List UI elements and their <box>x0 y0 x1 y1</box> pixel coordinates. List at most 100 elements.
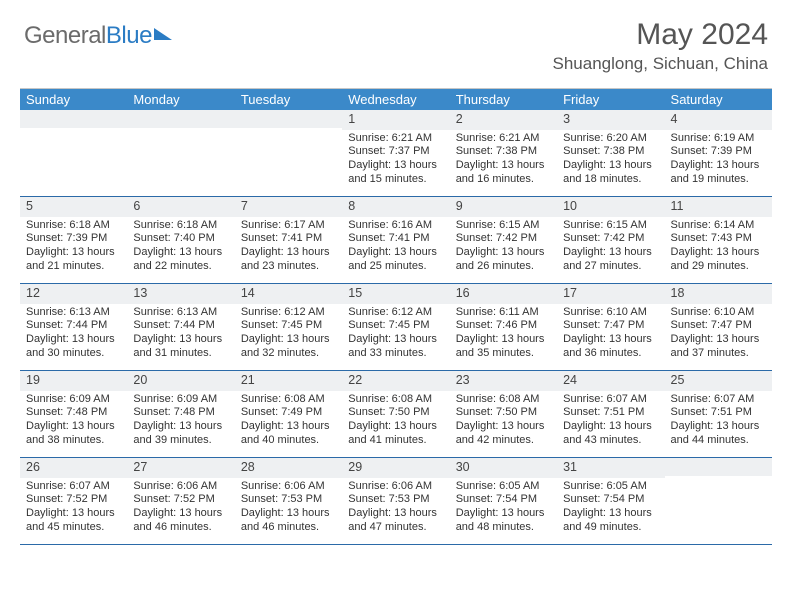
day-body: Sunrise: 6:20 AMSunset: 7:38 PMDaylight:… <box>557 130 664 191</box>
day-number: 13 <box>127 284 234 304</box>
day-body: Sunrise: 6:10 AMSunset: 7:47 PMDaylight:… <box>557 304 664 365</box>
day-body: Sunrise: 6:08 AMSunset: 7:49 PMDaylight:… <box>235 391 342 452</box>
sunset-line: Sunset: 7:43 PM <box>671 232 766 246</box>
dow-cell: Friday <box>557 89 664 110</box>
day-cell: 2Sunrise: 6:21 AMSunset: 7:38 PMDaylight… <box>450 110 557 196</box>
day-body: Sunrise: 6:09 AMSunset: 7:48 PMDaylight:… <box>20 391 127 452</box>
logo-sail-icon <box>154 28 172 40</box>
sunset-line: Sunset: 7:50 PM <box>348 406 443 420</box>
daylight-line: Daylight: 13 hours and 22 minutes. <box>133 246 228 274</box>
sunset-line: Sunset: 7:48 PM <box>133 406 228 420</box>
day-cell: 3Sunrise: 6:20 AMSunset: 7:38 PMDaylight… <box>557 110 664 196</box>
dow-cell: Tuesday <box>235 89 342 110</box>
sunset-line: Sunset: 7:48 PM <box>26 406 121 420</box>
day-of-week-row: SundayMondayTuesdayWednesdayThursdayFrid… <box>20 89 772 110</box>
sunrise-line: Sunrise: 6:21 AM <box>348 132 443 146</box>
sunset-line: Sunset: 7:42 PM <box>563 232 658 246</box>
sunset-line: Sunset: 7:42 PM <box>456 232 551 246</box>
page-title: May 2024 <box>553 18 769 52</box>
day-cell: 10Sunrise: 6:15 AMSunset: 7:42 PMDayligh… <box>557 197 664 283</box>
sunset-line: Sunset: 7:52 PM <box>133 493 228 507</box>
sunrise-line: Sunrise: 6:08 AM <box>241 393 336 407</box>
day-cell: 1Sunrise: 6:21 AMSunset: 7:37 PMDaylight… <box>342 110 449 196</box>
sunrise-line: Sunrise: 6:21 AM <box>456 132 551 146</box>
day-body: Sunrise: 6:21 AMSunset: 7:38 PMDaylight:… <box>450 130 557 191</box>
day-cell: 9Sunrise: 6:15 AMSunset: 7:42 PMDaylight… <box>450 197 557 283</box>
logo-text-b: Blue <box>106 22 152 49</box>
day-cell: 6Sunrise: 6:18 AMSunset: 7:40 PMDaylight… <box>127 197 234 283</box>
sunrise-line: Sunrise: 6:05 AM <box>563 480 658 494</box>
day-cell <box>127 110 234 196</box>
day-cell: 15Sunrise: 6:12 AMSunset: 7:45 PMDayligh… <box>342 284 449 370</box>
daylight-line: Daylight: 13 hours and 31 minutes. <box>133 333 228 361</box>
sunrise-line: Sunrise: 6:08 AM <box>348 393 443 407</box>
day-number: 9 <box>450 197 557 217</box>
day-number: 21 <box>235 371 342 391</box>
daylight-line: Daylight: 13 hours and 46 minutes. <box>241 507 336 535</box>
sunset-line: Sunset: 7:53 PM <box>241 493 336 507</box>
sunset-line: Sunset: 7:54 PM <box>563 493 658 507</box>
sunrise-line: Sunrise: 6:20 AM <box>563 132 658 146</box>
day-number <box>235 110 342 128</box>
week-row: 12Sunrise: 6:13 AMSunset: 7:44 PMDayligh… <box>20 284 772 371</box>
week-row: 1Sunrise: 6:21 AMSunset: 7:37 PMDaylight… <box>20 110 772 197</box>
day-number: 11 <box>665 197 772 217</box>
day-number: 6 <box>127 197 234 217</box>
day-cell: 7Sunrise: 6:17 AMSunset: 7:41 PMDaylight… <box>235 197 342 283</box>
sunset-line: Sunset: 7:39 PM <box>26 232 121 246</box>
day-cell: 29Sunrise: 6:06 AMSunset: 7:53 PMDayligh… <box>342 458 449 544</box>
day-cell: 5Sunrise: 6:18 AMSunset: 7:39 PMDaylight… <box>20 197 127 283</box>
week-row: 19Sunrise: 6:09 AMSunset: 7:48 PMDayligh… <box>20 371 772 458</box>
week-row: 26Sunrise: 6:07 AMSunset: 7:52 PMDayligh… <box>20 458 772 545</box>
daylight-line: Daylight: 13 hours and 35 minutes. <box>456 333 551 361</box>
day-cell: 13Sunrise: 6:13 AMSunset: 7:44 PMDayligh… <box>127 284 234 370</box>
day-number: 2 <box>450 110 557 130</box>
day-body: Sunrise: 6:12 AMSunset: 7:45 PMDaylight:… <box>342 304 449 365</box>
day-number: 10 <box>557 197 664 217</box>
sunrise-line: Sunrise: 6:10 AM <box>563 306 658 320</box>
sunset-line: Sunset: 7:46 PM <box>456 319 551 333</box>
sunset-line: Sunset: 7:41 PM <box>348 232 443 246</box>
sunset-line: Sunset: 7:45 PM <box>348 319 443 333</box>
day-number: 15 <box>342 284 449 304</box>
calendar: SundayMondayTuesdayWednesdayThursdayFrid… <box>20 88 772 545</box>
day-number: 8 <box>342 197 449 217</box>
day-body: Sunrise: 6:11 AMSunset: 7:46 PMDaylight:… <box>450 304 557 365</box>
day-number: 27 <box>127 458 234 478</box>
day-cell <box>235 110 342 196</box>
daylight-line: Daylight: 13 hours and 38 minutes. <box>26 420 121 448</box>
daylight-line: Daylight: 13 hours and 16 minutes. <box>456 159 551 187</box>
daylight-line: Daylight: 13 hours and 25 minutes. <box>348 246 443 274</box>
daylight-line: Daylight: 13 hours and 29 minutes. <box>671 246 766 274</box>
day-body: Sunrise: 6:19 AMSunset: 7:39 PMDaylight:… <box>665 130 772 191</box>
sunset-line: Sunset: 7:53 PM <box>348 493 443 507</box>
day-number: 5 <box>20 197 127 217</box>
sunset-line: Sunset: 7:45 PM <box>241 319 336 333</box>
sunrise-line: Sunrise: 6:19 AM <box>671 132 766 146</box>
sunrise-line: Sunrise: 6:15 AM <box>456 219 551 233</box>
day-body: Sunrise: 6:06 AMSunset: 7:52 PMDaylight:… <box>127 478 234 539</box>
day-cell: 11Sunrise: 6:14 AMSunset: 7:43 PMDayligh… <box>665 197 772 283</box>
day-cell: 12Sunrise: 6:13 AMSunset: 7:44 PMDayligh… <box>20 284 127 370</box>
weeks-container: 1Sunrise: 6:21 AMSunset: 7:37 PMDaylight… <box>20 110 772 545</box>
day-number: 3 <box>557 110 664 130</box>
day-number: 26 <box>20 458 127 478</box>
sunset-line: Sunset: 7:47 PM <box>671 319 766 333</box>
sunrise-line: Sunrise: 6:11 AM <box>456 306 551 320</box>
day-number: 31 <box>557 458 664 478</box>
sunset-line: Sunset: 7:40 PM <box>133 232 228 246</box>
day-number <box>127 110 234 128</box>
day-body: Sunrise: 6:07 AMSunset: 7:52 PMDaylight:… <box>20 478 127 539</box>
sunset-line: Sunset: 7:44 PM <box>26 319 121 333</box>
day-number: 22 <box>342 371 449 391</box>
daylight-line: Daylight: 13 hours and 21 minutes. <box>26 246 121 274</box>
sunset-line: Sunset: 7:52 PM <box>26 493 121 507</box>
day-cell: 30Sunrise: 6:05 AMSunset: 7:54 PMDayligh… <box>450 458 557 544</box>
day-cell: 25Sunrise: 6:07 AMSunset: 7:51 PMDayligh… <box>665 371 772 457</box>
day-number: 16 <box>450 284 557 304</box>
sunrise-line: Sunrise: 6:09 AM <box>133 393 228 407</box>
day-body: Sunrise: 6:05 AMSunset: 7:54 PMDaylight:… <box>557 478 664 539</box>
day-cell: 28Sunrise: 6:06 AMSunset: 7:53 PMDayligh… <box>235 458 342 544</box>
daylight-line: Daylight: 13 hours and 37 minutes. <box>671 333 766 361</box>
daylight-line: Daylight: 13 hours and 49 minutes. <box>563 507 658 535</box>
